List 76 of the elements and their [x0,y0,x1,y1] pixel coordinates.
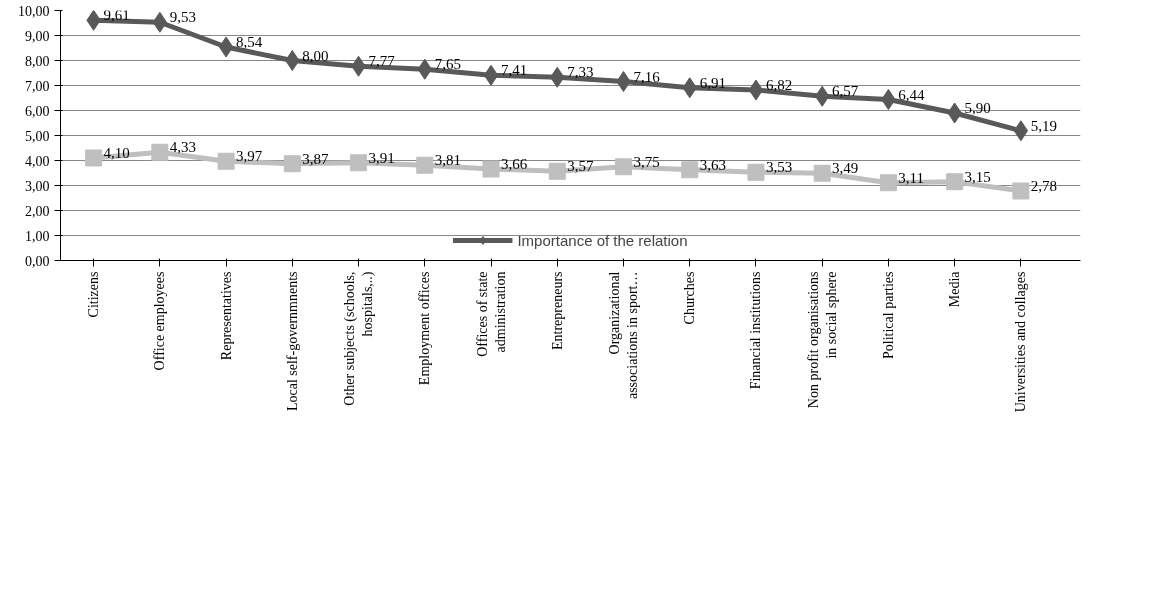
x-tick-label: Media [947,270,963,308]
y-tick-label: 0,00 [25,253,50,269]
y-tick-label: 3,00 [25,178,50,194]
x-tick-label: Citizens [86,271,102,318]
point [85,149,103,167]
data-label: 3,63 [699,156,726,173]
point [946,173,964,191]
point [86,10,101,31]
point [748,79,764,101]
data-label: 7,33 [567,64,594,81]
y-tick-label: 6,00 [25,103,50,119]
point [548,162,566,180]
point [616,71,631,92]
data-label: 3,66 [500,156,528,172]
point [614,158,632,176]
y-tick-label: 8,00 [25,53,50,69]
y-tick-label: 2,00 [25,203,50,219]
x-tick-label: Offices of state administration [474,271,508,357]
data-label: 3,91 [368,149,395,166]
x-tick-label: Office employees [152,271,168,371]
x-tick-label: Local self-governmnents [284,271,300,412]
point [879,174,897,192]
point [151,143,169,161]
data-label: 3,75 [633,153,660,170]
x-tick-label: Churches [682,271,698,325]
y-tick-label: 10,00 [18,3,50,19]
x-tick-label: Financial institutions [748,271,764,390]
point [283,155,301,173]
x-tick-label: Other subjects (schools, hospitals,..) [342,271,377,406]
point [483,64,499,86]
x-tick-label: Organizational associations in sport… [606,271,640,400]
point [881,89,896,110]
point [482,160,500,178]
data-label: 3,49 [832,160,859,177]
data-label: 6,82 [765,77,793,93]
y-tick-label: 5,00 [25,128,50,144]
data-label: 3,97 [236,148,263,165]
data-label: 5,19 [1030,117,1058,134]
y-tick-label: 7,00 [25,78,50,94]
y-tick-label: 4,00 [25,153,50,169]
data-label: 2,78 [1030,178,1058,194]
y-tick-label: 1,00 [25,228,50,244]
x-tick-label: Employment offices [417,271,433,386]
x-tick-label: Entrepreneurs [549,271,565,351]
data-label: 6,44 [898,86,926,103]
x-tick-label: Political parties [880,271,896,359]
point [285,50,300,71]
point [217,152,235,170]
x-tick-label: Universities and collages [1013,271,1029,413]
data-label: 7,16 [633,68,661,85]
data-label: 4,33 [169,139,197,156]
point [350,154,368,172]
data-label: 7,65 [434,56,461,73]
point [1013,120,1029,142]
x-tick-label: Non profit organisations in social sphere [805,271,839,409]
point [416,156,434,174]
data-label: 8,00 [302,47,329,64]
data-label: 3,15 [964,168,991,185]
point [681,161,699,179]
data-label: 3,57 [567,158,594,175]
x-tick-label: Representatives [218,271,234,361]
y-tick-label: 9,00 [25,28,50,44]
data-label: 8,54 [236,34,263,50]
data-label: 3,81 [434,152,461,169]
data-label: 9,53 [169,9,197,26]
data-label: 3,53 [765,159,793,176]
point [152,11,168,33]
point [813,164,831,182]
legend-label: Importance of the relation [517,231,688,249]
data-label: 4,10 [103,145,130,161]
point [747,163,765,181]
point [1012,182,1030,200]
data-label: 3,87 [302,150,329,167]
data-label: 5,90 [964,100,991,116]
point [218,36,234,58]
data-label: 3,11 [898,169,925,186]
